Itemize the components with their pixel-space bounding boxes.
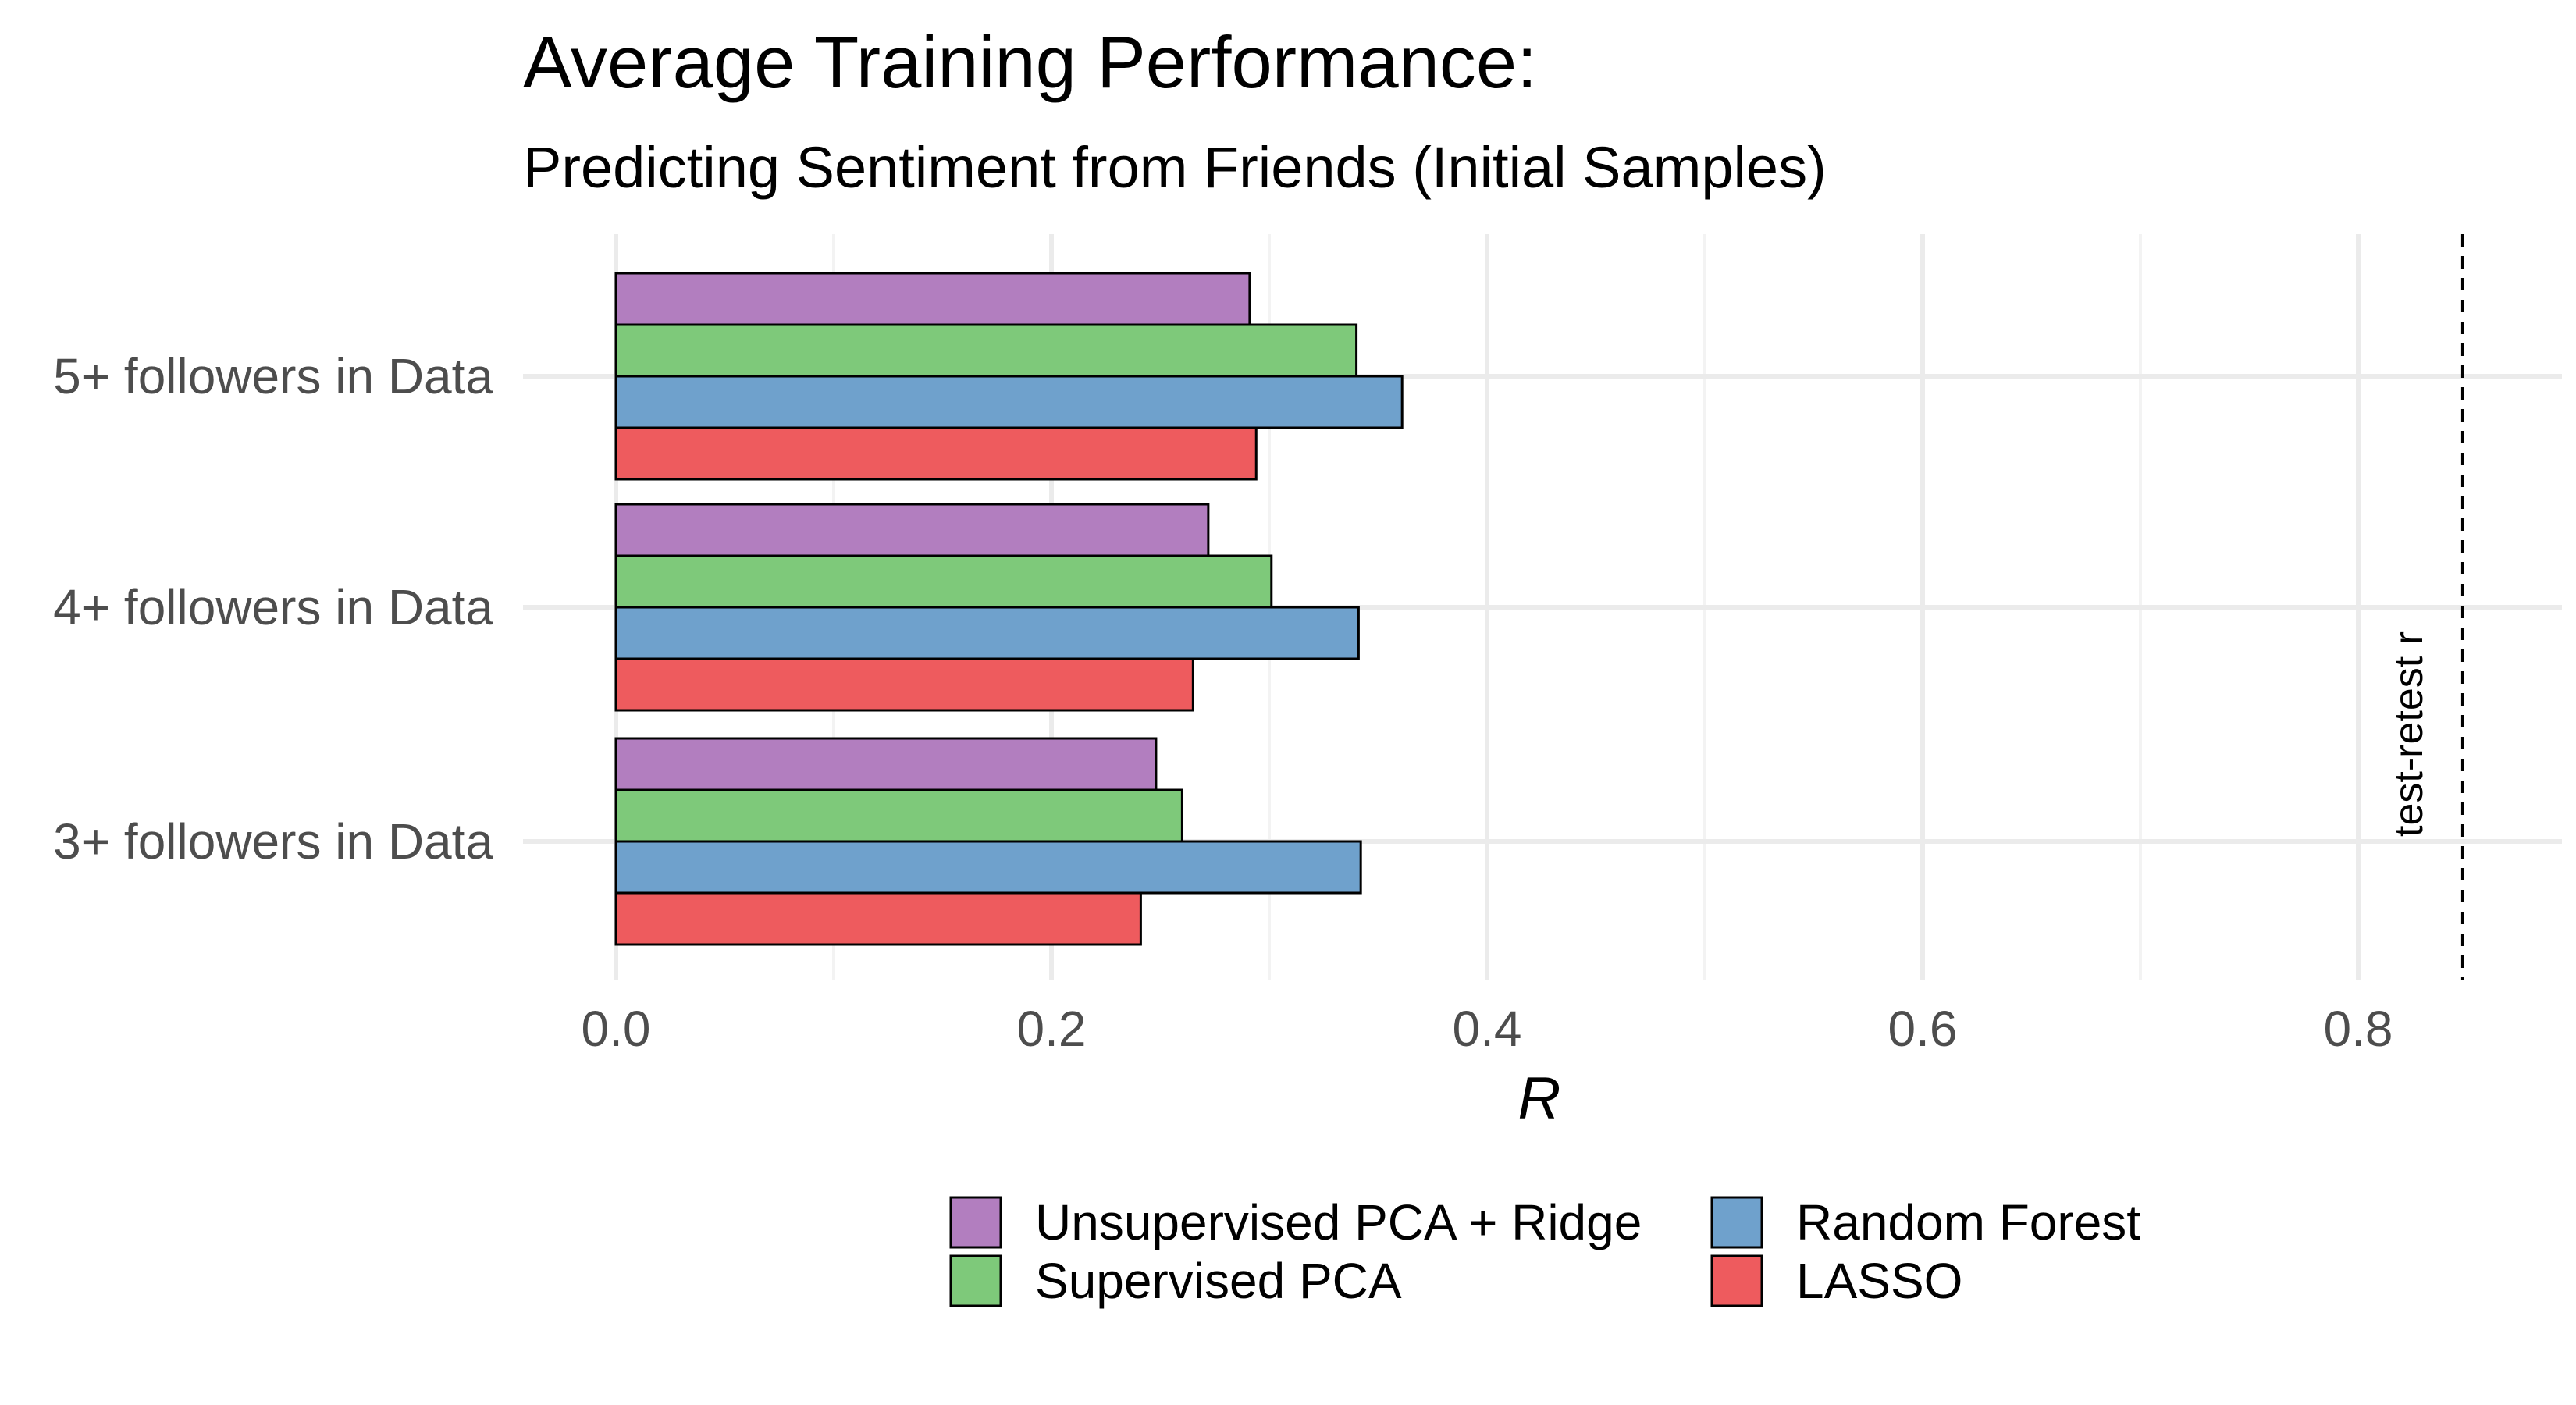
legend-label: Unsupervised PCA + Ridge	[1035, 1194, 1642, 1250]
legend-key	[949, 1196, 1002, 1249]
x-tick-label: 0.0	[582, 1001, 651, 1057]
bar-random-forest	[614, 606, 1360, 660]
legend-label: Supervised PCA	[1035, 1253, 1402, 1309]
bar-supervised-pca	[614, 788, 1183, 843]
chart-title: Average Training Performance:	[523, 21, 1537, 103]
bar-random-forest	[614, 375, 1404, 429]
bar-lasso	[614, 891, 1142, 946]
y-tick-label: 3+ followers in Data	[53, 813, 493, 870]
bar-unsupervised-pca-ridge	[614, 503, 1210, 557]
legend-key	[1710, 1254, 1763, 1307]
bar-unsupervised-pca-ridge	[614, 737, 1158, 791]
y-tick-label: 4+ followers in Data	[53, 579, 493, 635]
x-tick-label: 0.8	[2324, 1001, 2393, 1057]
bar-random-forest	[614, 840, 1362, 895]
bar-supervised-pca	[614, 554, 1273, 609]
bar-unsupervised-pca-ridge	[614, 272, 1251, 326]
bars	[614, 272, 1404, 946]
bar-supervised-pca	[614, 323, 1358, 378]
legend-key	[1710, 1196, 1763, 1249]
x-axis-tick-labels: 0.0 0.2 0.4 0.6 0.8	[582, 1001, 2393, 1057]
x-tick-label: 0.2	[1017, 1001, 1087, 1057]
reference-line-group: test-retest r	[2386, 234, 2464, 980]
legend-key	[949, 1254, 1002, 1307]
bar-lasso	[614, 657, 1194, 712]
y-tick-label: 5+ followers in Data	[53, 348, 493, 404]
bar-lasso	[614, 426, 1258, 481]
legend-label: Random Forest	[1796, 1194, 2140, 1250]
x-axis-title: R	[1518, 1065, 1561, 1132]
x-tick-label: 0.6	[1888, 1001, 1958, 1057]
reference-line-label: test-retest r	[2386, 631, 2432, 837]
legend-label: LASSO	[1796, 1253, 1962, 1309]
x-tick-label: 0.4	[1453, 1001, 1522, 1057]
chart-subtitle: Predicting Sentiment from Friends (Initi…	[523, 135, 1827, 200]
y-axis-tick-labels: 5+ followers in Data 4+ followers in Data…	[53, 348, 493, 870]
